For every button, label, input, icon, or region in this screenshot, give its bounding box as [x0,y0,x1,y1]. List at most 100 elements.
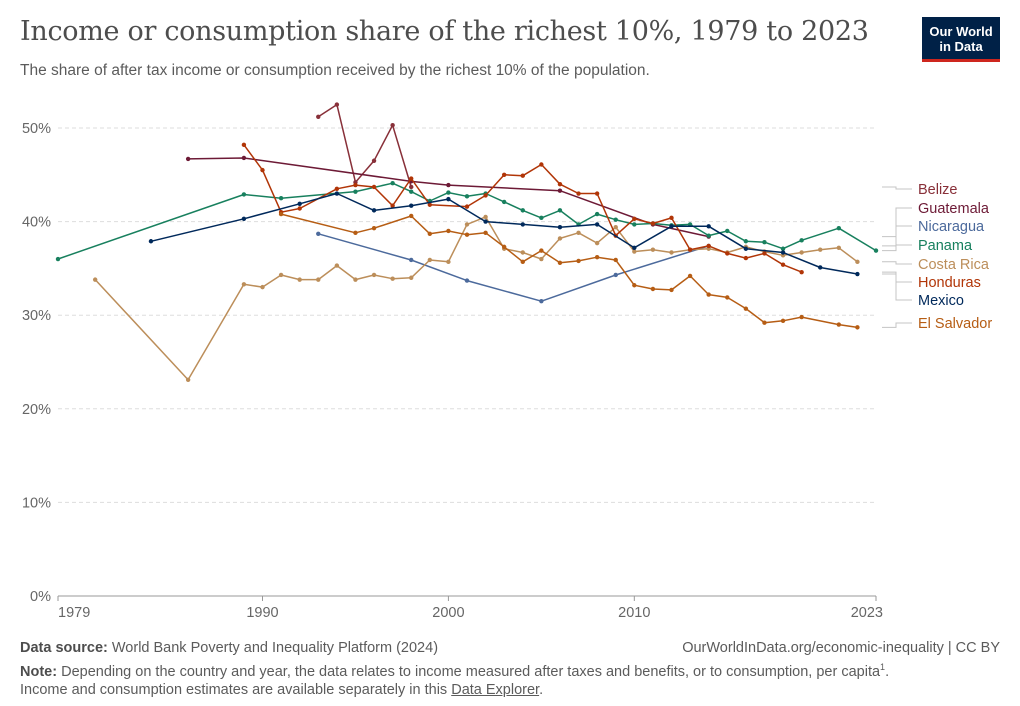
data-point [725,251,730,256]
attribution[interactable]: OurWorldInData.org/economic-inequality |… [682,640,1000,656]
data-point [371,208,377,213]
owid-logo[interactable]: Our World in Data [922,17,1000,62]
data-point [669,215,674,221]
data-point [446,259,451,265]
data-point [539,162,544,167]
legend-connector [882,322,912,328]
data-point [241,282,247,287]
data-point [855,259,860,265]
data-point [390,203,395,208]
data-point [613,225,618,230]
data-point [539,298,544,304]
data-point [501,199,507,205]
data-point [873,248,879,253]
series-line-el-salvador [280,213,858,329]
legend-label: Costa Rica [918,257,990,273]
source-text: World Bank Poverty and Inequality Platfo… [111,640,439,656]
data-point [669,287,674,293]
data-point [334,186,340,192]
data-point [297,201,302,207]
note-line2-text: Income and consumption estimates are ava… [20,682,452,698]
x-axis: 1979 1990 2000 2010 2023 [57,595,883,621]
data-point [464,222,470,227]
chart-grid [58,127,876,503]
data-point [371,272,377,278]
legend-connector [882,225,912,247]
data-point [241,192,247,197]
data-point [390,276,395,281]
series-line-costa-rica [94,216,858,381]
data-point [316,114,321,119]
data-point [297,277,302,282]
data-point [706,224,711,229]
legend-label: Guatemala [918,201,990,217]
series-belize [316,102,414,190]
data-point [594,222,600,227]
x-tick-label: 1990 [246,605,278,621]
data-point [409,184,414,190]
data-point [316,277,321,282]
series-mexico [148,191,860,277]
legend-connector [882,273,912,301]
data-point [409,203,414,208]
data-point [390,181,395,186]
y-tick-label: 40% [22,215,51,231]
data-point [669,224,674,229]
chart-title: Income or consumption share of the riche… [20,16,869,47]
data-point [557,181,563,187]
data-point [818,265,823,270]
data-point [743,255,749,261]
data-point [427,231,433,236]
data-point [427,257,433,263]
data-point [557,208,563,213]
data-point [706,233,711,238]
data-point [409,176,414,181]
data-point [241,142,247,148]
data-point [687,222,693,227]
chart-series [55,102,879,382]
data-point [334,191,340,196]
data-point [743,306,749,311]
data-point [427,202,433,207]
data-point [185,156,191,162]
data-point [594,254,600,260]
data-point [632,222,637,227]
data-point [446,182,451,188]
note-label: Note: [20,663,58,680]
data-point [576,191,581,196]
data-point [632,249,637,254]
data-point [743,246,749,251]
data-point [464,232,470,237]
note-footnote-marker: 1 [880,662,886,672]
data-point [687,273,693,279]
chart-subtitle: The share of after tax income or consump… [20,62,650,79]
data-point [278,272,284,278]
data-point [278,211,284,217]
series-line-mexico [150,192,858,275]
data-point [539,256,544,262]
data-point [855,271,860,277]
data-point [520,173,525,178]
data-explorer-link[interactable]: Data Explorer [451,682,540,698]
note: Note: Depending on the country and year,… [20,662,890,680]
data-point [836,245,842,251]
data-point [632,283,637,288]
data-point [297,206,302,211]
data-point [725,228,730,234]
data-point [632,216,637,221]
note-line-2: Income and consumption estimates are ava… [20,682,543,698]
data-point [557,225,563,230]
data-point [780,318,786,324]
data-point [743,239,749,244]
data-point [371,158,377,163]
data-point [706,243,711,249]
data-point [260,284,265,290]
data-point [483,214,488,220]
x-tick-label: 2000 [432,605,464,621]
data-point [390,122,395,128]
data-source: Data source: World Bank Poverty and Ineq… [20,640,438,656]
y-axis: 0% 10% 20% 30% 40% 50% [22,121,51,605]
data-point [409,213,414,219]
data-point [780,246,786,251]
data-point [613,217,618,222]
